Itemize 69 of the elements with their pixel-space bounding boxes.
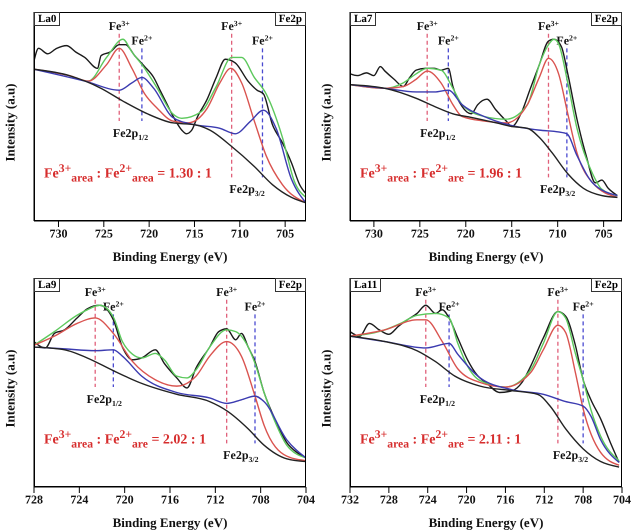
x-tick-label: 716 <box>161 492 179 507</box>
x-tick-label: 705 <box>594 226 613 241</box>
x-tick-label: 728 <box>380 492 398 507</box>
annotation: Fe$^{3+}$$_{area}$ : Fe$^{2+}$$_{are}$ = 2.11 : 1 <box>360 428 522 451</box>
x-axis-title: Binding Energy (eV) <box>428 249 544 264</box>
x-tick-label: 710 <box>230 226 249 241</box>
y-axis-title: Intensity (a.u) <box>318 349 334 428</box>
chart-subtitle: Fe2p <box>274 12 306 26</box>
x-tick-label: 732 <box>341 492 359 507</box>
x-axis-title: Binding Energy (eV) <box>112 249 228 264</box>
ref-line-label: Fe$^{3+}$ <box>538 18 560 33</box>
annotation: Fe2p$_{3/2}$ <box>223 448 259 464</box>
x-tick-label: 704 <box>297 492 315 507</box>
ref-line-label: Fe$^{2+}$ <box>438 298 460 314</box>
ref-line-label: Fe$^{3+}$ <box>415 284 437 299</box>
annotation: Fe2p$_{1/2}$ <box>420 126 456 142</box>
x-tick-label: 708 <box>252 492 270 507</box>
x-tick-label: 704 <box>613 492 631 507</box>
x-tick-label: 716 <box>496 492 514 507</box>
x-tick-label: 720 <box>140 226 158 241</box>
x-tick-label: 728 <box>25 492 43 507</box>
annotation: Fe2p$_{3/2}$ <box>552 448 588 464</box>
annotation: Fe2p$_{1/2}$ <box>86 392 122 408</box>
x-tick-label: 715 <box>185 226 204 241</box>
annotation: Fe2p$_{1/2}$ <box>112 126 148 142</box>
x-tick-label: 730 <box>364 226 383 241</box>
x-tick-label: 730 <box>49 226 68 241</box>
annotation: Fe$^{3+}$$_{area}$ : Fe$^{2+}$$_{are}$ = 2.02 : 1 <box>44 428 206 451</box>
chart-title: La9 <box>34 278 60 292</box>
ref-line-label: Fe$^{3+}$ <box>416 18 438 33</box>
ref-line-label: Fe$^{3+}$ <box>221 18 243 33</box>
chart-subtitle: Fe2p <box>590 278 622 292</box>
x-tick-label: 712 <box>535 492 554 507</box>
annotation: Fe2p$_{1/2}$ <box>420 392 456 408</box>
chart-subtitle: Fe2p <box>274 278 306 292</box>
x-tick-label: 720 <box>456 226 475 241</box>
ref-line-label: Fe$^{2+}$ <box>252 32 274 48</box>
ref-line-label: Fe$^{2+}$ <box>438 32 460 48</box>
x-axis-title: Binding Energy (eV) <box>428 515 544 530</box>
y-axis-title: Intensity (a.u) <box>318 83 334 162</box>
y-axis-title: Intensity (a.u) <box>2 83 18 162</box>
chart-title: La7 <box>350 12 376 26</box>
x-tick-label: 708 <box>574 492 592 507</box>
x-tick-label: 720 <box>116 492 134 507</box>
annotation: Fe2p$_{3/2}$ <box>229 182 265 198</box>
x-tick-label: 725 <box>94 226 113 241</box>
ref-line-label: Fe$^{2+}$ <box>244 298 266 314</box>
x-tick-label: 724 <box>70 492 88 507</box>
ref-line-label: Fe$^{3+}$ <box>216 284 238 299</box>
ref-line-label: Fe$^{3+}$ <box>547 284 569 299</box>
ref-line-label: Fe$^{3+}$ <box>108 18 130 33</box>
annotation: Fe2p$_{3/2}$ <box>540 182 576 198</box>
x-tick-label: 710 <box>548 226 567 241</box>
x-axis-title: Binding Energy (eV) <box>112 515 228 530</box>
x-tick-label: 712 <box>206 492 224 507</box>
ref-line-label: Fe$^{2+}$ <box>131 32 153 48</box>
x-tick-label: 715 <box>502 226 521 241</box>
x-tick-label: 725 <box>410 226 429 241</box>
chart-title: La11 <box>350 278 382 292</box>
annotation: Fe$^{3+}$$_{area}$ : Fe$^{2+}$$_{area}$ = 1.30 : 1 <box>44 162 212 185</box>
ref-line-label: Fe$^{2+}$ <box>572 298 594 314</box>
y-axis-title: Intensity (a.u) <box>2 349 18 428</box>
annotation: Fe$^{3+}$$_{area}$ : Fe$^{2+}$$_{are}$ = 1.96 : 1 <box>360 162 522 185</box>
chart-title: La0 <box>34 12 60 26</box>
x-tick-label: 720 <box>458 492 476 507</box>
ref-line-label: Fe$^{3+}$ <box>84 284 106 299</box>
x-tick-label: 724 <box>418 492 437 507</box>
x-tick-label: 705 <box>276 226 294 241</box>
chart-subtitle: Fe2p <box>590 12 622 26</box>
